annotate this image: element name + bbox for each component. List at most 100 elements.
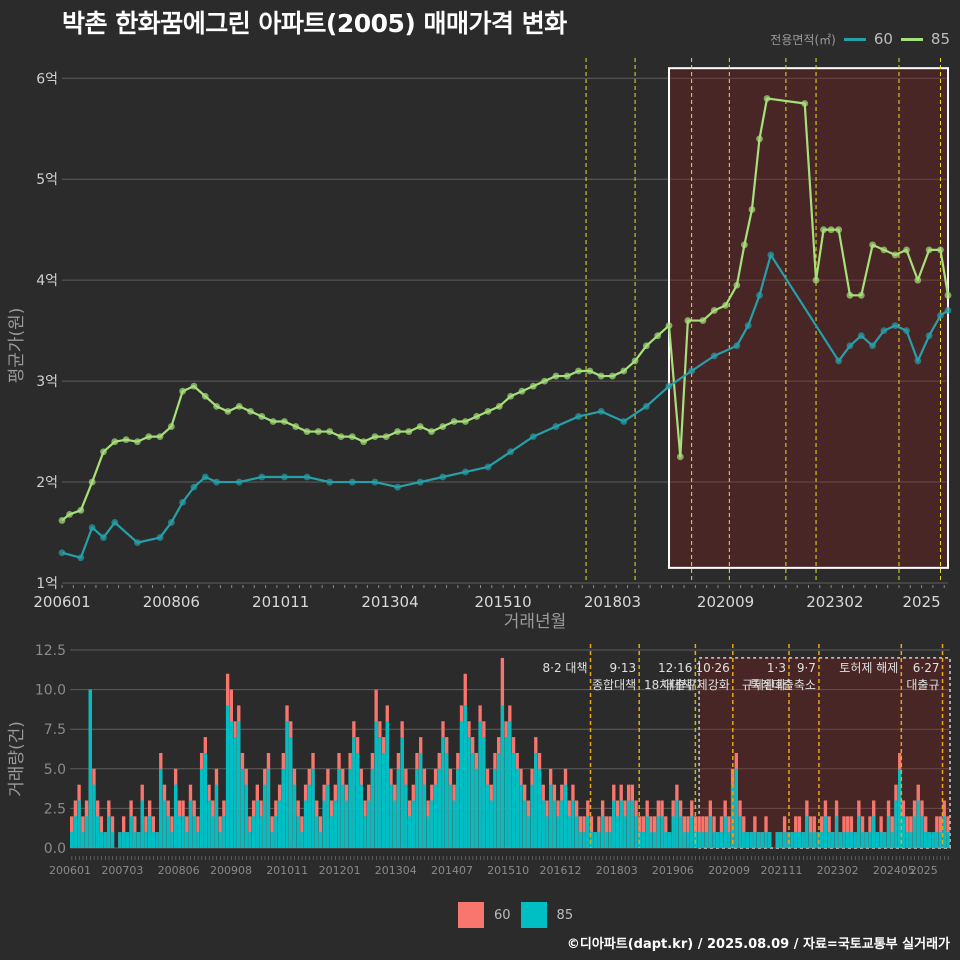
bar-85 <box>463 705 467 848</box>
bar-85 <box>162 800 167 848</box>
bar-85 <box>552 800 557 848</box>
series-line-85 <box>61 97 950 522</box>
x-tick-label: 2025 <box>903 593 941 611</box>
bar-85 <box>745 832 750 848</box>
bar-85 <box>697 832 701 848</box>
bar-85 <box>660 816 664 848</box>
x-tick-label: 200908 <box>210 864 252 877</box>
bar-85 <box>548 784 553 848</box>
bar-85 <box>846 832 850 848</box>
bar-85 <box>812 832 816 848</box>
bar-85 <box>582 832 586 848</box>
bar-85 <box>927 832 932 848</box>
bar-85 <box>556 816 560 848</box>
bar-85 <box>615 816 620 848</box>
y-tick-label: 5억 <box>36 172 58 188</box>
bar-85 <box>485 784 490 848</box>
x-tick-label: 202009 <box>708 864 750 877</box>
bar-85 <box>81 832 85 848</box>
bar-85 <box>816 832 820 848</box>
bar-85 <box>348 768 352 848</box>
x-tick-label: 200601 <box>33 593 90 611</box>
bar-85 <box>894 800 898 848</box>
bar-85 <box>400 737 404 848</box>
bar-85 <box>500 705 505 848</box>
policy-annotation: 토허제 해제 <box>839 661 898 675</box>
y-axis-label: 평균가(원) <box>7 308 27 384</box>
bar-85 <box>560 800 564 848</box>
bar-85 <box>218 832 222 848</box>
bar-85 <box>355 752 360 848</box>
bar-85 <box>805 816 809 848</box>
legend-label-60: 60 <box>873 30 893 48</box>
bar-85 <box>853 832 857 848</box>
bar-85 <box>497 752 501 848</box>
bar-85 <box>140 800 144 848</box>
bar-85 <box>251 816 256 848</box>
policy-annotation: 8·2 대책 <box>543 660 588 675</box>
legend-area-size: 전용면적(㎡) 60 85 <box>770 30 950 48</box>
bar-85 <box>333 800 337 848</box>
bar-85 <box>924 832 928 848</box>
x-tick-label: 200806 <box>143 593 200 611</box>
bar-85 <box>920 816 924 848</box>
bar-85 <box>831 832 835 848</box>
bar-85 <box>935 832 939 848</box>
bar-85 <box>363 816 367 848</box>
bar-85 <box>522 800 527 848</box>
x-tick-label: 201011 <box>266 864 308 877</box>
bar-85 <box>820 832 824 848</box>
bar-85 <box>478 721 482 848</box>
x-tick-label: 202009 <box>697 593 754 611</box>
bar-85 <box>233 737 237 848</box>
bar-85 <box>315 816 319 848</box>
bar-85 <box>860 832 865 848</box>
bar-85 <box>756 832 761 848</box>
bar-85 <box>437 768 441 848</box>
bar-85 <box>352 737 356 848</box>
bar-85 <box>385 721 389 848</box>
legend-volume: 60 85 <box>458 902 573 928</box>
bar-85 <box>597 832 601 848</box>
bar-85 <box>452 800 456 848</box>
bar-85 <box>229 721 234 848</box>
bar-85 <box>426 816 430 848</box>
bar-85 <box>723 816 727 848</box>
policy-annotation: 1·3 <box>767 661 786 675</box>
bar-85 <box>652 832 657 848</box>
bar-85 <box>612 800 616 848</box>
bar-85 <box>329 816 334 848</box>
bar-85 <box>70 832 74 848</box>
legend-box-60 <box>458 902 484 928</box>
x-tick-label: 202302 <box>817 864 859 877</box>
bar-85 <box>459 721 464 848</box>
bar-85 <box>801 832 805 848</box>
bar-85 <box>244 784 248 848</box>
bar-85 <box>519 784 523 848</box>
x-tick-label: 202302 <box>806 593 863 611</box>
bar-85 <box>604 832 609 848</box>
bar-85 <box>619 800 623 848</box>
bar-85 <box>493 768 497 848</box>
y-tick-label: 3억 <box>36 374 58 390</box>
bar-85 <box>727 832 731 848</box>
y-tick-label: 1억 <box>36 576 58 592</box>
bar-85 <box>909 832 913 848</box>
bar-85 <box>623 816 627 848</box>
bar-85 <box>734 768 738 848</box>
y-tick-label: 5.0 <box>44 762 66 778</box>
bar-85 <box>626 800 631 848</box>
bar-85 <box>103 832 107 848</box>
bar-85 <box>147 816 152 848</box>
bar-85 <box>415 768 419 848</box>
y-axis-label: 거래량(건) <box>7 721 27 797</box>
bar-85 <box>712 832 716 848</box>
bar-85 <box>125 832 130 848</box>
bar-85 <box>730 784 735 848</box>
bar-85 <box>834 816 839 848</box>
bar-85 <box>768 832 772 848</box>
bar-85 <box>422 784 427 848</box>
x-tick-label: 201407 <box>431 864 473 877</box>
bar-85 <box>675 800 679 848</box>
y-tick-label: 6억 <box>36 71 58 87</box>
